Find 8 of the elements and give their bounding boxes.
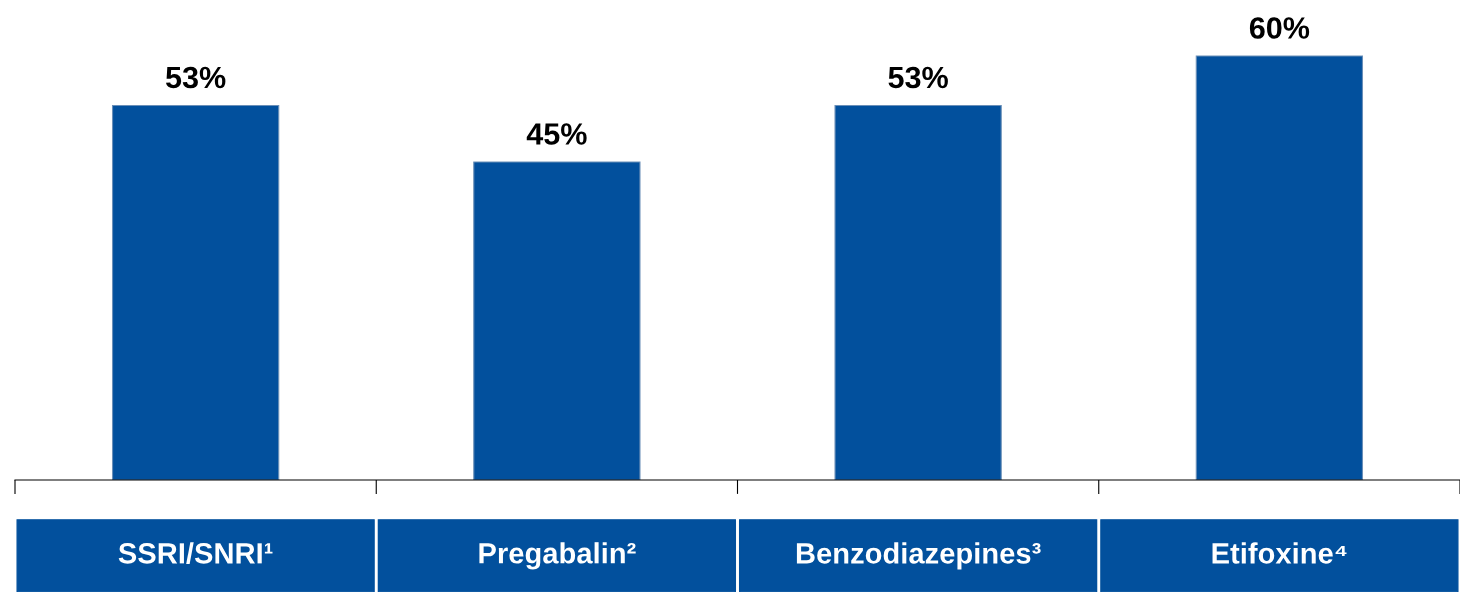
data-label: 60% — [1249, 17, 1310, 39]
x-tick-label: SSRI/SNRI¹ — [118, 542, 273, 564]
data-label: 53% — [165, 66, 226, 89]
data-label: 45% — [526, 123, 587, 145]
x-tick-label: Pregabalin² — [479, 542, 636, 570]
x-tick-label: Benzodiazepines³ — [796, 542, 1041, 570]
x-tick-label: Etifoxine⁴ — [1212, 542, 1347, 564]
data-label: 53% — [888, 66, 948, 89]
